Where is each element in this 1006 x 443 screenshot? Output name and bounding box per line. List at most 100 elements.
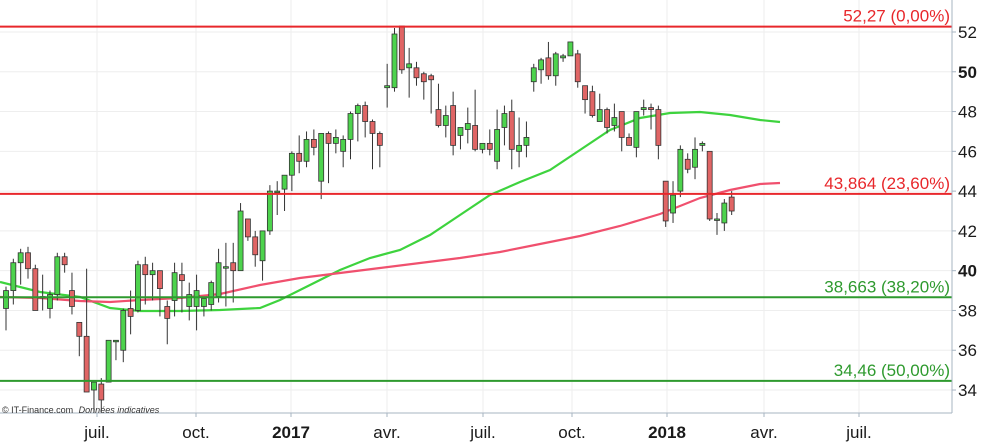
candle: [215, 248, 222, 303]
candle: [17, 248, 24, 285]
candle: [538, 57, 544, 84]
candle: [259, 230, 266, 281]
candle: [567, 41, 574, 57]
moving-average-lines: [0, 110, 781, 313]
candle: [325, 131, 332, 184]
x-tick-label: avr.: [750, 423, 777, 442]
moving-average-line: [0, 181, 781, 304]
candle: [648, 103, 654, 130]
candle: [296, 135, 303, 174]
candle: [340, 135, 347, 168]
x-tick-label: juil.: [83, 423, 110, 442]
axes: [0, 0, 953, 414]
candle: [303, 131, 310, 168]
candle: [486, 129, 493, 156]
candle: [706, 150, 713, 221]
x-tick-label: juil.: [845, 423, 872, 442]
candle: [560, 53, 566, 62]
candle: [655, 105, 662, 160]
candle: [120, 308, 127, 363]
candle: [501, 105, 508, 146]
candle: [266, 185, 273, 235]
y-tick-label: 44: [958, 182, 977, 201]
x-tick-label: 2018: [648, 423, 686, 442]
candle: [222, 242, 229, 307]
candle: [171, 262, 178, 317]
candle: [684, 153, 691, 174]
y-tick-label: 52: [958, 23, 977, 42]
x-tick-label: juil.: [469, 423, 496, 442]
candle: [135, 260, 141, 313]
candle: [479, 142, 486, 154]
candle: [692, 137, 698, 180]
credit-note: Données indicatives: [79, 405, 160, 415]
candle: [472, 89, 479, 152]
y-tick-label: 40: [958, 262, 977, 281]
copyright-credit: © IT-Finance.com Données indicatives: [2, 405, 160, 415]
candle: [47, 290, 53, 319]
credit-source: © IT-Finance.com: [2, 405, 73, 415]
grid-lines: [0, 0, 952, 413]
candle: [582, 85, 588, 114]
candle: [530, 63, 537, 92]
candle: [662, 180, 669, 227]
candle: [640, 99, 647, 116]
candle: [25, 246, 31, 279]
candle: [230, 242, 237, 303]
candle: [618, 111, 625, 152]
x-axis-ticks: juil. oct. 2017 avr. juil. oct. 2018 avr. juil.: [83, 413, 872, 442]
candle: [237, 203, 244, 272]
candle: [435, 83, 442, 128]
x-tick-label: oct.: [558, 423, 585, 442]
x-tick-label: avr.: [373, 423, 400, 442]
candle: [252, 230, 259, 267]
candle: [413, 61, 420, 86]
candle: [611, 103, 618, 132]
candle: [354, 103, 361, 142]
fibonacci-label: 52,27 (0,00%): [843, 7, 950, 26]
candle: [406, 47, 413, 98]
candle: [32, 264, 39, 311]
candle: [376, 131, 383, 168]
candle: [457, 127, 464, 150]
candle: [208, 280, 215, 311]
candle: [186, 282, 193, 321]
candle: [545, 41, 552, 80]
y-tick-label: 48: [958, 103, 977, 122]
candle: [179, 262, 185, 313]
candle: [508, 99, 515, 170]
candle: [714, 212, 720, 235]
candle: [3, 286, 9, 331]
candle: [464, 107, 471, 144]
candle: [494, 109, 501, 170]
candle: [516, 117, 522, 168]
candle: [69, 272, 75, 315]
x-tick-label: 2017: [272, 423, 310, 442]
candle: [450, 91, 457, 156]
candle: [164, 300, 171, 345]
candlestick-series: [3, 25, 735, 413]
candle: [721, 199, 728, 231]
candle: [604, 107, 610, 134]
candle: [157, 270, 163, 317]
candle: [589, 85, 596, 118]
candle: [596, 93, 603, 122]
candle: [420, 71, 427, 100]
candle: [332, 129, 339, 154]
y-tick-label: 42: [958, 222, 977, 241]
candle: [574, 49, 581, 88]
candle: [76, 321, 83, 357]
y-tick-label-partial: 54: [958, 0, 977, 2]
candle: [670, 181, 676, 223]
fibonacci-levels: 52,27 (0,00%) 43,864 (23,60%) 38,663 (38,2…: [0, 7, 952, 382]
candle: [428, 73, 435, 114]
fibonacci-label: 34,46 (50,00%): [834, 361, 950, 380]
candle: [83, 268, 90, 393]
candle: [149, 262, 156, 301]
y-tick-label: 34: [958, 381, 977, 400]
candle: [699, 141, 706, 152]
fibonacci-label: 38,663 (38,20%): [824, 277, 950, 296]
y-axis-ticks: 34 36 38 40 42 44 46 48 50 52 54: [952, 0, 977, 400]
candle: [105, 339, 112, 383]
candle: [523, 121, 530, 158]
